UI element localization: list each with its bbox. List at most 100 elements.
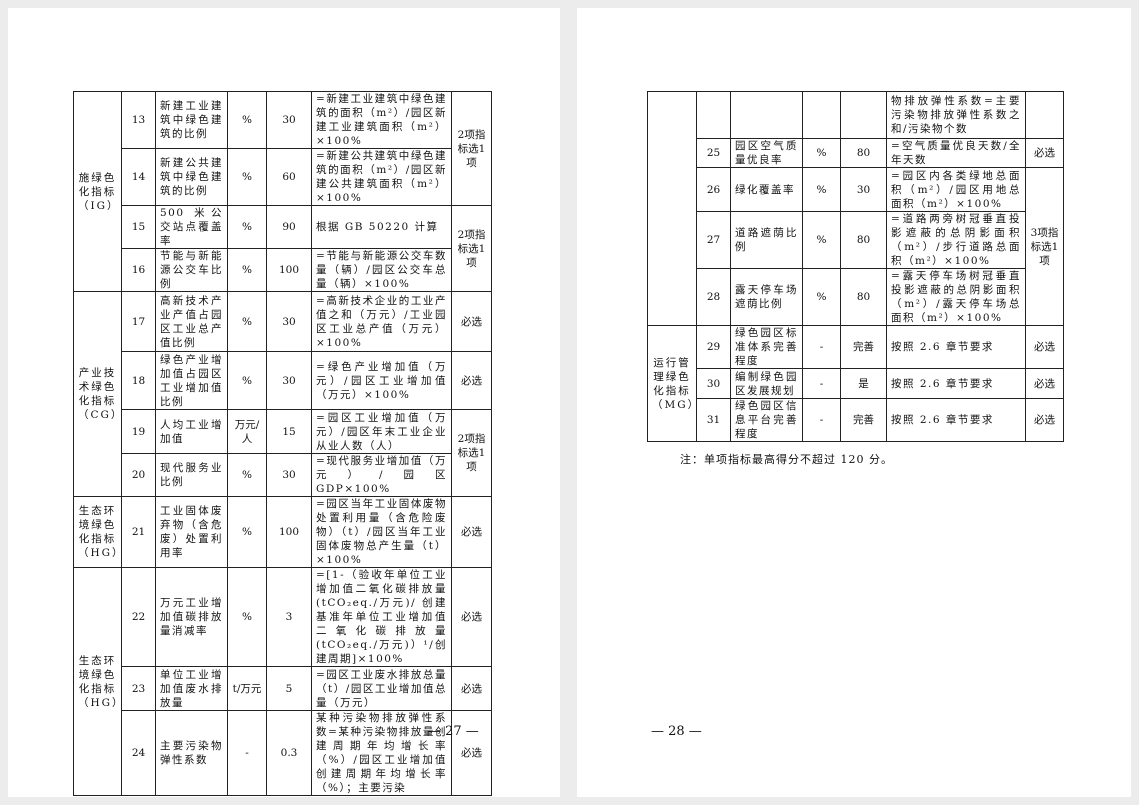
table-row: 14 新建公共建筑中绿色建筑的比例% 60 =新建公共建筑中绿色建筑的面积（m²）/园…: [74, 148, 492, 206]
indicator-name-cell: 新建工业建筑中绿色建筑的比例: [155, 91, 228, 149]
table-row: 18 绿色产业增加值占园区工业增加值比例% 30 =绿色产业增加值（万元）/园区工业增…: [74, 351, 492, 410]
page-27: 施绿色化指标（IG） 13 新建工业建筑中绿色建筑的比例% 30 =新建工业建筑中绿色建…: [8, 8, 560, 797]
selection-cell: 必选: [1025, 138, 1064, 168]
unit-cell: %: [227, 567, 267, 667]
category-cell: 运行管理绿色化指标（MG）: [647, 325, 697, 442]
formula-cell: =[1-（验收年单位工业增加值二氧化碳排放量(tCO₂eq./万元)/ 创建基准…: [311, 567, 452, 667]
selection-cell: 必选: [451, 710, 492, 796]
unit-cell: %: [227, 148, 267, 206]
target-value-cell: 30: [266, 351, 312, 410]
formula-cell: =节能与新能源公交车数量（辆）/园区公交车总量（辆）×100%: [311, 248, 452, 292]
table-row: 生态环境绿色化指标（HG） 21 工业固体废弃物（含危废）处置利用率% 100 =园区当…: [73, 496, 492, 568]
table-row: 26 绿化覆盖率% 30 =园区内各类绿地总面积（m²）/园区用地总面积（m²）×10…: [648, 167, 1064, 326]
selection-cell: 2项指标选1项: [451, 205, 492, 292]
unit-cell: %: [802, 167, 841, 212]
index-cell: 28: [696, 268, 731, 326]
unit-cell: %: [227, 496, 267, 568]
target-value-cell: 30: [266, 453, 312, 497]
page-number: — 27 —: [428, 724, 479, 739]
unit-cell: %: [802, 268, 841, 326]
index-cell: 13: [121, 91, 156, 149]
page-28: 物排放弹性系数=主要污染物排放弹性系数之和/污染物个数 25 园区空气质量优良率% 8…: [577, 8, 1131, 797]
selection-cell: 2项指标选1项: [451, 91, 492, 206]
selection-cell: 3项指标选1项: [1025, 167, 1064, 326]
indicator-name-cell: 绿色园区标准体系完善程度: [730, 325, 803, 369]
table-row: 物排放弹性系数=主要污染物排放弹性系数之和/污染物个数: [647, 91, 1064, 326]
index-cell: 18: [121, 351, 156, 410]
unit-cell: %: [802, 138, 841, 168]
table-row: 19 人均工业增加值 万元/人 15 =园区工业增加值（万元）/园区年末工业企业从业人数…: [74, 409, 492, 497]
index-cell: 14: [121, 148, 156, 206]
target-value-cell: 完善: [840, 398, 887, 442]
unit-cell: %: [227, 248, 267, 292]
table-row: 产业技术绿色化指标（CG） 17 高新技术产业产值占园区工业总产值比例% 30 =高新技…: [73, 291, 492, 497]
selection-cell: 必选: [1025, 398, 1064, 442]
indicator-name-cell: 500 米公交站点覆盖率: [155, 205, 228, 249]
index-cell: 24: [121, 710, 156, 796]
indicator-name-cell: 园区空气质量优良率: [730, 138, 803, 168]
selection-cell: 必选: [451, 666, 492, 711]
target-value-cell: 15: [266, 409, 312, 454]
formula-cell: 按照 2.6 章节要求: [886, 325, 1026, 369]
indicator-name-cell: 万元工业增加值碳排放量消减率: [155, 567, 228, 667]
indicator-table-page-28: 物排放弹性系数=主要污染物排放弹性系数之和/污染物个数 25 园区空气质量优良率% 8…: [647, 91, 1064, 442]
formula-cell: =道路两旁树冠垂直投影遮蔽的总阴影面积（m²）/步行道路总面积（m²）×100%: [886, 211, 1026, 269]
formula-cell: 某种污染物排放弹性系数=某种污染物排放量创建周期年均增长率（%）/园区工业增加值…: [311, 710, 452, 796]
index-cell: 31: [696, 398, 731, 442]
formula-cell: =园区当年工业固体废物处置利用量（含危险废物）（t）/园区当年工业固体废物总产生…: [311, 496, 452, 568]
formula-cell: =园区内各类绿地总面积（m²）/园区用地总面积（m²）×100%: [886, 167, 1026, 212]
indicator-name-cell: 绿色产业增加值占园区工业增加值比例: [155, 351, 228, 410]
category-cell: 产业技术绿色化指标（CG）: [73, 291, 122, 497]
target-value-cell: 80: [840, 138, 887, 168]
formula-cell: =露天停车场树冠垂直投影遮蔽的总阴影面积（m²）/露天停车场总面积（m²）×10…: [886, 268, 1026, 326]
unit-cell: t/万元: [227, 666, 267, 711]
table-row: 20 现代服务业比例% 30 =现代服务业增加值（万元）/园区 GDP×100%: [74, 453, 492, 497]
selection-cell: [1025, 91, 1064, 139]
formula-cell: =新建工业建筑中绿色建筑的面积（m²）/园区新建工业建筑面积（m²）×100%: [311, 91, 452, 149]
selection-cell: 必选: [1025, 368, 1064, 399]
category-cell: 施绿色化指标（IG）: [73, 91, 122, 292]
formula-cell: =空气质量优良天数/全年天数: [886, 138, 1026, 168]
indicator-name-cell: 编制绿色园区发展规划: [730, 368, 803, 399]
index-cell: 26: [696, 167, 731, 212]
unit-cell: %: [227, 351, 267, 410]
indicator-name-cell: 露天停车场遮荫比例: [730, 268, 803, 326]
formula-cell: =现代服务业增加值（万元）/园区 GDP×100%: [311, 453, 452, 497]
table-row: 运行管理绿色化指标（MG） 29 绿色园区标准体系完善程度 - 完善 按照 2.6 章节要…: [647, 325, 1064, 442]
target-value-cell: 30: [266, 91, 312, 149]
indicator-name-cell: 绿色园区信息平台完善程度: [730, 398, 803, 442]
category-cell: 生态环境绿色化指标（HG）: [73, 567, 122, 796]
unit-cell: %: [227, 453, 267, 497]
table-note: 注：单项指标最高得分不超过 120 分。: [680, 453, 893, 466]
index-cell: [696, 91, 731, 139]
target-value-cell: 100: [266, 496, 312, 568]
page-number: — 28 —: [651, 724, 702, 739]
index-cell: 29: [696, 325, 731, 369]
unit-cell: -: [802, 325, 841, 369]
target-value-cell: 30: [840, 167, 887, 212]
selection-cell: 2项指标选1项: [451, 409, 492, 497]
unit-cell: %: [227, 91, 267, 149]
indicator-name-cell: 新建公共建筑中绿色建筑的比例: [155, 148, 228, 206]
target-value-cell: 5: [266, 666, 312, 711]
index-cell: 30: [696, 368, 731, 399]
target-value-cell: 3: [266, 567, 312, 667]
formula-cell: 按照 2.6 章节要求: [886, 398, 1026, 442]
table-row: 25 园区空气质量优良率% 80 =空气质量优良天数/全年天数 必选: [648, 138, 1064, 168]
formula-cell: 按照 2.6 章节要求: [886, 368, 1026, 399]
indicator-name-cell: 现代服务业比例: [155, 453, 228, 497]
indicator-table-page-27: 施绿色化指标（IG） 13 新建工业建筑中绿色建筑的比例% 30 =新建工业建筑中绿色建…: [73, 91, 492, 796]
indicator-name-cell: 工业固体废弃物（含危废）处置利用率: [155, 496, 228, 568]
index-cell: 27: [696, 211, 731, 269]
table-row: 24 主要污染物弹性系数 -0.3 某种污染物排放弹性系数=某种污染物排放量创建周期年…: [74, 710, 492, 796]
formula-cell: =新建公共建筑中绿色建筑的面积（m²）/园区新建公共建筑面积（m²）×100%: [311, 148, 452, 206]
formula-cell: =园区工业增加值（万元）/园区年末工业企业从业人数（人）: [311, 409, 452, 454]
target-value-cell: 完善: [840, 325, 887, 369]
indicator-name-cell: [730, 91, 803, 139]
index-cell: 19: [121, 409, 156, 454]
indicator-name-cell: 高新技术产业产值占园区工业总产值比例: [155, 291, 228, 352]
table-row: 30 编制绿色园区发展规划 - 是按照 2.6 章节要求 必选: [648, 368, 1064, 399]
table-row: 施绿色化指标（IG） 13 新建工业建筑中绿色建筑的比例% 30 =新建工业建筑中绿色建…: [73, 91, 492, 292]
unit-cell: 万元/人: [227, 409, 267, 454]
table-row: 生态环境绿色化指标（HG） 22 万元工业增加值碳排放量消减率% 3 =[1-（验收年单…: [73, 567, 492, 796]
